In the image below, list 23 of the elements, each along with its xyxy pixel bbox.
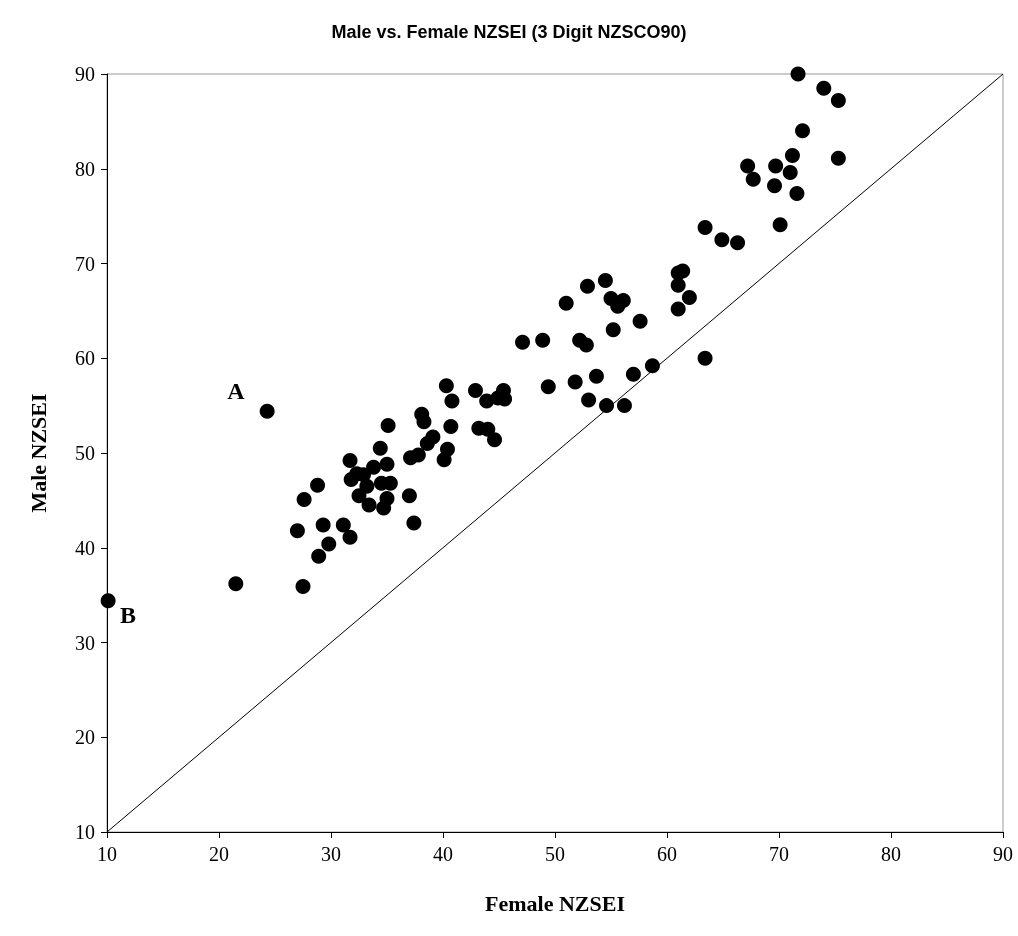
y-tick-label: 10 bbox=[75, 821, 95, 843]
y-axis-title: Male NZSEI bbox=[25, 393, 51, 513]
x-tick-label: 80 bbox=[881, 843, 901, 865]
x-tick-label: 40 bbox=[433, 843, 453, 865]
annotation: B bbox=[120, 601, 137, 628]
x-tick-label: 20 bbox=[209, 843, 229, 865]
y-tick-label: 60 bbox=[75, 347, 95, 370]
y-tick-label: 50 bbox=[75, 442, 95, 464]
y-tick-label: 30 bbox=[75, 631, 95, 654]
x-tick-label: 50 bbox=[545, 843, 565, 865]
x-tick-label: 10 bbox=[97, 843, 117, 865]
y-tick-label: 40 bbox=[75, 536, 95, 559]
y-tick-label: 80 bbox=[75, 157, 95, 180]
y-tick-label: 70 bbox=[75, 252, 95, 275]
chart-title: Male vs. Female NZSEI (3 Digit NZSCO90) bbox=[331, 22, 687, 42]
x-tick-label: 60 bbox=[657, 843, 677, 865]
x-axis-title: Female NZSEI bbox=[485, 890, 625, 916]
x-tick-label: 90 bbox=[993, 843, 1013, 865]
x-tick-label: 70 bbox=[769, 843, 789, 865]
x-tick-label: 30 bbox=[321, 843, 341, 865]
annotation: A bbox=[227, 378, 246, 405]
y-tick-label: 90 bbox=[75, 63, 95, 85]
y-tick-label: 20 bbox=[75, 726, 95, 749]
